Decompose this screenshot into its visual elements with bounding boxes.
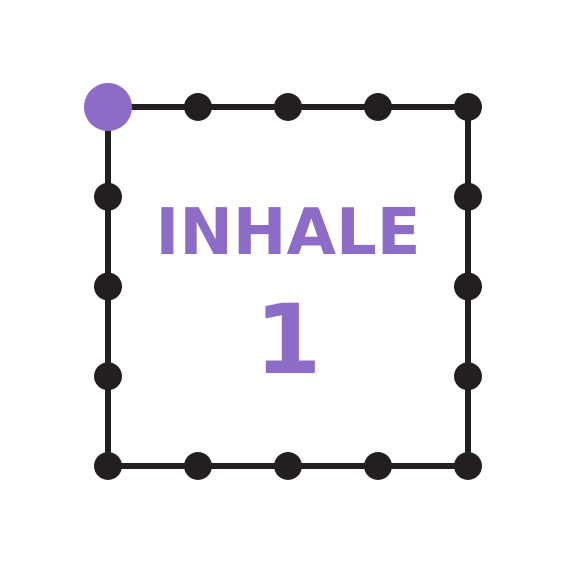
count-label: 1 — [255, 284, 322, 396]
breath-dot — [454, 93, 482, 121]
breath-dot — [94, 452, 122, 480]
breathing-dots — [84, 83, 482, 480]
active-breath-dot — [84, 83, 132, 131]
breath-dot — [364, 93, 392, 121]
breath-dot — [454, 452, 482, 480]
breath-dot — [274, 93, 302, 121]
breath-dot — [454, 272, 482, 301]
phase-label: INHALE — [156, 196, 421, 270]
breath-dot — [454, 182, 482, 211]
breath-dot — [274, 452, 302, 480]
breath-dot — [94, 272, 122, 301]
breath-dot — [184, 452, 212, 480]
breath-dot — [94, 362, 122, 391]
breath-dot — [94, 182, 122, 211]
breath-dot — [454, 362, 482, 391]
breath-dot — [364, 452, 392, 480]
breath-dot — [184, 93, 212, 121]
